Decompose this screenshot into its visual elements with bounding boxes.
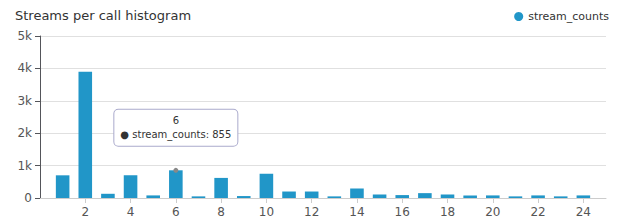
svg-text:4k: 4k	[17, 61, 32, 75]
svg-text:4: 4	[127, 205, 135, 219]
svg-text:Streams per call histogram: Streams per call histogram	[15, 8, 191, 23]
svg-text:0: 0	[24, 191, 32, 205]
svg-text:10: 10	[259, 205, 274, 219]
svg-text:20: 20	[485, 205, 500, 219]
svg-text:18: 18	[440, 205, 455, 219]
svg-text:stream_counts: stream_counts	[528, 10, 609, 23]
svg-text:16: 16	[395, 205, 410, 219]
svg-text:2: 2	[81, 205, 89, 219]
svg-text:1k: 1k	[17, 159, 32, 173]
svg-text:22: 22	[530, 205, 545, 219]
svg-text:5k: 5k	[17, 29, 32, 43]
svg-text:2k: 2k	[17, 126, 32, 140]
svg-text:24: 24	[576, 205, 591, 219]
svg-text:● stream_counts: 855: ● stream_counts: 855	[120, 129, 231, 141]
svg-text:8: 8	[217, 205, 225, 219]
svg-text:14: 14	[349, 205, 364, 219]
svg-text:6: 6	[173, 115, 179, 126]
svg-text:6: 6	[172, 205, 180, 219]
svg-text:3k: 3k	[17, 94, 32, 108]
svg-text:12: 12	[304, 205, 319, 219]
